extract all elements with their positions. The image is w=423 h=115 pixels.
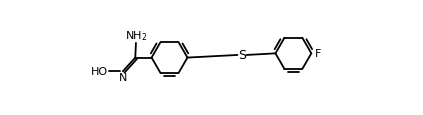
Text: S: S xyxy=(238,49,246,62)
Text: HO: HO xyxy=(91,67,108,77)
Text: F: F xyxy=(315,49,321,59)
Text: N: N xyxy=(119,73,127,83)
Text: NH$_2$: NH$_2$ xyxy=(125,29,147,42)
